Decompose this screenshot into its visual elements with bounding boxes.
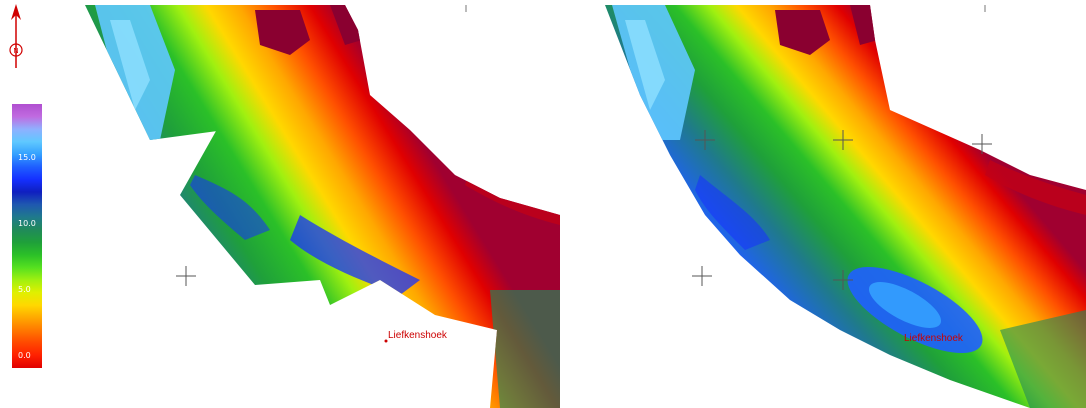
place-marker-icon bbox=[384, 339, 388, 343]
bathymetry-left bbox=[85, 5, 560, 408]
north-letter: N bbox=[13, 47, 18, 55]
grid-cross-icon bbox=[176, 266, 196, 286]
place-label-left: Liefkenshoek bbox=[388, 330, 448, 341]
north-arrow-icon: N bbox=[9, 4, 23, 68]
legend-tick-label: 0.0 bbox=[18, 351, 31, 360]
depth-legend: 15.0 10.0 5.0 0.0 bbox=[12, 104, 42, 368]
legend-tick-label: 10.0 bbox=[18, 219, 36, 228]
place-label-right: Liefkenshoek bbox=[904, 333, 964, 344]
grid-cross-icon bbox=[692, 130, 992, 290]
map-panel-left[interactable]: Liefkenshoek bbox=[0, 0, 560, 408]
legend-tick-label: 5.0 bbox=[18, 285, 31, 294]
bathymetry-right bbox=[605, 5, 1086, 408]
map-panel-right[interactable]: Liefkenshoek bbox=[520, 0, 1086, 408]
legend-tick-label: 15.0 bbox=[18, 153, 36, 162]
